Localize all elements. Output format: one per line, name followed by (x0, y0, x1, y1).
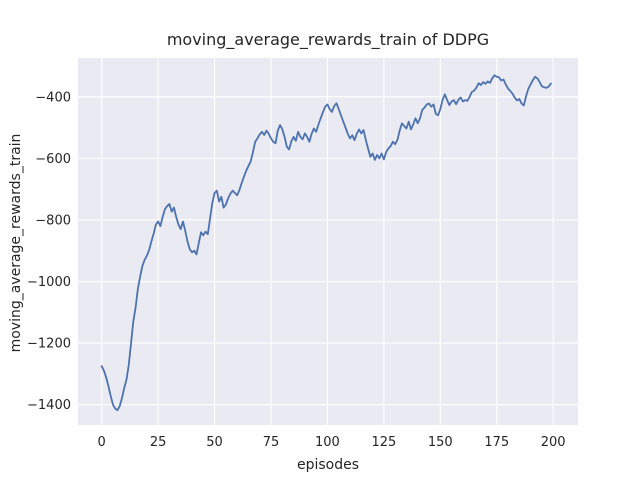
x-tick-label: 0 (98, 435, 106, 450)
x-tick-label: 200 (541, 435, 566, 450)
y-tick-label: −1000 (27, 275, 71, 290)
y-tick-label: −800 (35, 213, 71, 228)
x-tick-label: 25 (150, 435, 167, 450)
x-tick-label: 175 (484, 435, 509, 450)
x-tick-label: 150 (428, 435, 453, 450)
y-tick-label: −1400 (27, 398, 71, 413)
x-tick-label: 75 (263, 435, 280, 450)
chart-title: moving_average_rewards_train of DDPG (167, 30, 489, 50)
x-axis-label: episodes (297, 457, 359, 473)
x-tick-labels: 0 25 50 75 100 125 150 175 200 (98, 435, 566, 450)
x-tick-label: 50 (206, 435, 223, 450)
ddpg-reward-line (100, 74, 552, 412)
plot-background (78, 58, 578, 425)
y-tick-label: −400 (35, 90, 71, 105)
x-tick-label: 125 (371, 435, 396, 450)
y-tick-label: −1200 (27, 337, 71, 352)
y-tick-label: −600 (35, 152, 71, 167)
y-tick-labels: −400 −600 −800 −1000 −1200 −1400 (27, 90, 71, 413)
y-axis-label: moving_average_rewards_train (8, 134, 24, 353)
x-tick-label: 100 (315, 435, 340, 450)
